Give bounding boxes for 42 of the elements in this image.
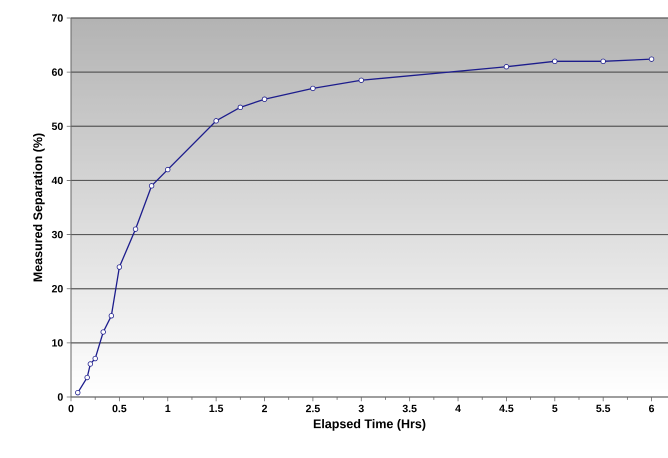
x-tick-label: 4.5 [499, 404, 514, 412]
x-tick-label: 5.5 [596, 404, 610, 412]
x-tick-label: 6 [649, 404, 654, 412]
y-tick-label: 10 [52, 339, 63, 347]
y-tick-label: 60 [52, 68, 63, 76]
y-tick-label: 50 [52, 122, 63, 130]
point [75, 390, 80, 396]
point [213, 118, 219, 124]
x-tick-label: 0 [68, 404, 74, 412]
point [504, 64, 510, 70]
point [600, 58, 606, 64]
x-tick-label: 4 [455, 404, 461, 412]
x-tick-label: 2 [262, 404, 268, 412]
x-tick-label: 3.5 [402, 404, 417, 412]
point [116, 264, 122, 270]
y-axis-title: Measured Separation (%) [33, 133, 45, 282]
point [100, 329, 106, 335]
y-tick-label: 0 [58, 393, 63, 401]
point [310, 86, 316, 92]
point [108, 313, 114, 318]
point [84, 374, 90, 380]
point [552, 58, 558, 64]
y-tick-label: 20 [52, 285, 63, 292]
point [358, 78, 364, 83]
y-tick-label: 70 [52, 14, 63, 22]
point [88, 361, 94, 367]
point [262, 96, 268, 102]
x-tick-label: 5 [552, 404, 558, 412]
point [148, 183, 154, 189]
x-tick-label: 2.5 [306, 404, 320, 412]
x-tick-label: 0.5 [112, 404, 126, 412]
point [238, 104, 244, 110]
x-tick-label: 1.5 [209, 404, 224, 412]
point [92, 356, 98, 362]
y-tick-label: 30 [52, 230, 63, 238]
x-axis-title: Elapsed Time (Hrs) [314, 419, 426, 431]
point [165, 166, 170, 172]
x-tick-label: 3 [358, 404, 364, 412]
y-tick-label: 40 [52, 176, 63, 184]
point [648, 56, 654, 62]
x-tick-label: 1 [165, 404, 170, 412]
point [132, 226, 138, 232]
